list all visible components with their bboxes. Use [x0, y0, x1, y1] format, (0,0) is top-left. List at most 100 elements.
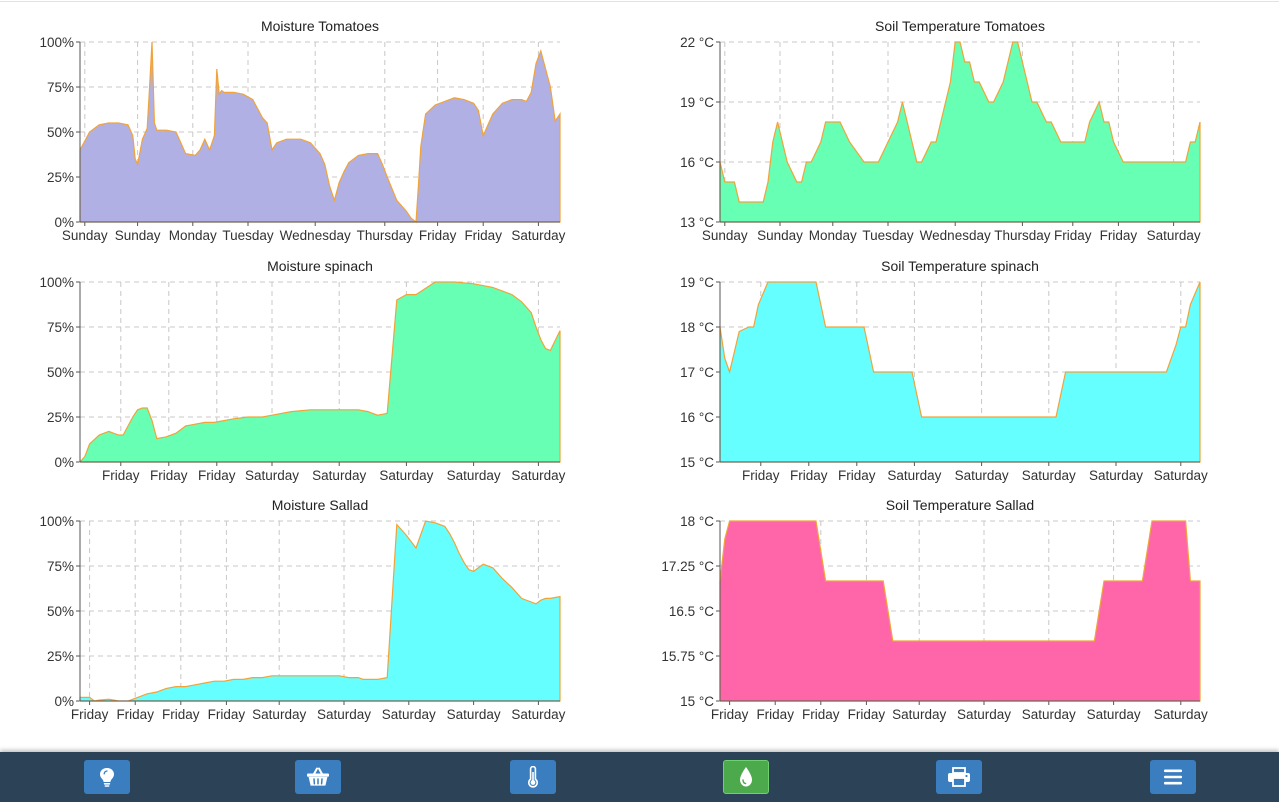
x-tick-label: Saturday: [957, 707, 1011, 722]
print-button[interactable]: [936, 760, 982, 794]
x-tick-label: Saturday: [447, 468, 501, 483]
x-tick-label: Friday: [116, 707, 154, 722]
y-tick-label: 25%: [47, 410, 74, 425]
chart-title: Soil Temperature Tomatoes: [875, 18, 1045, 34]
chart-title: Moisture Sallad: [272, 497, 369, 513]
x-tick-label: Monday: [809, 228, 857, 243]
x-tick-label: Friday: [711, 707, 749, 722]
y-tick-label: 13 °C: [680, 215, 714, 230]
x-tick-label: Friday: [150, 468, 188, 483]
y-tick-label: 25%: [47, 170, 74, 185]
x-tick-label: Saturday: [1089, 468, 1143, 483]
basket-button[interactable]: [295, 760, 341, 794]
series-area: [719, 41, 1201, 223]
y-tick-label: 50%: [47, 365, 74, 380]
x-tick-label: Saturday: [892, 707, 946, 722]
chart-soil-temperature-spinach-svg: Soil Temperature spinach 15 °C 16 °C 17 °C 1…: [680, 258, 1208, 483]
y-tick-label: 16 °C: [680, 155, 714, 170]
x-tick-label: Saturday: [1022, 707, 1076, 722]
y-tick-label: 100%: [39, 35, 74, 50]
x-tick-label: Friday: [208, 707, 246, 722]
x-tick-label: Wednesday: [280, 228, 351, 243]
series-area: [719, 520, 1201, 702]
x-tick-label: Friday: [802, 707, 840, 722]
y-tick-label: 19 °C: [680, 275, 714, 290]
chart-moisture-spinach: Moisture spinach 0% 25% 50% 75% 100% Friday Fri…: [0, 252, 565, 492]
x-tick-label: Saturday: [511, 228, 565, 243]
x-tick-label: Saturday: [1154, 707, 1208, 722]
x-tick-label: Friday: [464, 228, 502, 243]
series-area: [78, 281, 561, 463]
x-tick-label: Monday: [169, 228, 217, 243]
y-tick-label: 0%: [54, 215, 74, 230]
thermometer-icon: [528, 766, 538, 788]
lightbulb-button[interactable]: [84, 760, 130, 794]
x-tick-label: Saturday: [1147, 228, 1201, 243]
x-tick-label: Saturday: [1022, 468, 1076, 483]
y-tick-label: 16.5 °C: [669, 604, 714, 619]
chart-title: Moisture spinach: [267, 258, 373, 274]
x-tick-label: Friday: [102, 468, 140, 483]
x-tick-label: Friday: [198, 468, 236, 483]
x-tick-label: Friday: [162, 707, 200, 722]
menu-button[interactable]: [1150, 760, 1196, 794]
water-drop-icon: [740, 767, 752, 787]
y-tick-label: 75%: [47, 320, 74, 335]
x-tick-label: Saturday: [382, 707, 436, 722]
y-tick-label: 75%: [47, 80, 74, 95]
x-tick-label: Saturday: [245, 468, 299, 483]
x-tick-label: Tuesday: [862, 228, 914, 243]
x-tick-label: Saturday: [887, 468, 941, 483]
chart-soil-temperature-sallad-svg: Soil Temperature Sallad 15 °C 15.75 °C 16.5…: [661, 497, 1208, 722]
y-tick-label: 0%: [54, 455, 74, 470]
x-tick-label: Friday: [419, 228, 457, 243]
x-tick-label: Sunday: [702, 228, 748, 243]
x-tick-label: Friday: [790, 468, 828, 483]
y-tick-label: 19 °C: [680, 95, 714, 110]
x-tick-label: Saturday: [1087, 707, 1141, 722]
chart-soil-temperature-sallad: Soil Temperature Sallad 15 °C 15.75 °C 16.5…: [640, 491, 1208, 731]
y-tick-label: 100%: [39, 275, 74, 290]
x-tick-label: Saturday: [252, 707, 306, 722]
chart-soil-temperature-tomatoes: Soil Temperature Tomatoes 13 °C 16 °C 19 °C…: [640, 12, 1201, 252]
thermometer-button[interactable]: [510, 760, 556, 794]
x-tick-label: Saturday: [1154, 468, 1208, 483]
x-tick-label: Thursday: [357, 228, 414, 243]
y-tick-label: 18 °C: [680, 320, 714, 335]
chart-soil-temperature-spinach: Soil Temperature spinach 15 °C 16 °C 17 °C 1…: [640, 252, 1208, 492]
x-tick-label: Saturday: [317, 707, 371, 722]
x-tick-label: Tuesday: [222, 228, 274, 243]
y-tick-label: 15 °C: [680, 455, 714, 470]
series-area: [79, 520, 561, 702]
y-tick-label: 18 °C: [680, 514, 714, 529]
y-tick-label: 50%: [47, 604, 74, 619]
chart-soil-temperature-tomatoes-svg: Soil Temperature Tomatoes 13 °C 16 °C 19 °C…: [680, 18, 1201, 243]
chart-moisture-spinach-svg: Moisture spinach 0% 25% 50% 75% 100% Friday Fri…: [39, 258, 565, 483]
x-tick-label: Saturday: [379, 468, 433, 483]
y-tick-label: 17 °C: [680, 365, 714, 380]
basket-icon: [307, 767, 329, 786]
series-area: [719, 281, 1201, 463]
x-tick-label: Saturday: [447, 707, 501, 722]
menu-icon: [1164, 769, 1182, 785]
y-tick-label: 15.75 °C: [661, 649, 714, 664]
x-tick-label: Saturday: [955, 468, 1009, 483]
y-tick-label: 22 °C: [680, 35, 714, 50]
lightbulb-icon: [100, 768, 114, 787]
x-tick-label: Friday: [848, 707, 886, 722]
chart-moisture-sallad-svg: Moisture Sallad 0% 25% 50% 75% 100% Friday Frid…: [39, 497, 565, 722]
y-tick-label: 75%: [47, 559, 74, 574]
x-tick-label: Sunday: [62, 228, 108, 243]
x-tick-label: Sunday: [115, 228, 161, 243]
y-tick-label: 15 °C: [680, 694, 714, 709]
y-tick-label: 16 °C: [680, 410, 714, 425]
water-drop-button[interactable]: [723, 760, 769, 794]
x-tick-label: Friday: [742, 468, 780, 483]
bottom-navbar: [0, 752, 1279, 802]
x-tick-label: Friday: [838, 468, 876, 483]
x-tick-label: Saturday: [312, 468, 366, 483]
print-icon: [948, 767, 970, 787]
x-tick-label: Friday: [1054, 228, 1092, 243]
chart-moisture-tomatoes-svg: Moisture Tomatoes 0% 25% 50% 75% 100% Sunday Su…: [39, 18, 565, 243]
y-tick-label: 0%: [54, 694, 74, 709]
